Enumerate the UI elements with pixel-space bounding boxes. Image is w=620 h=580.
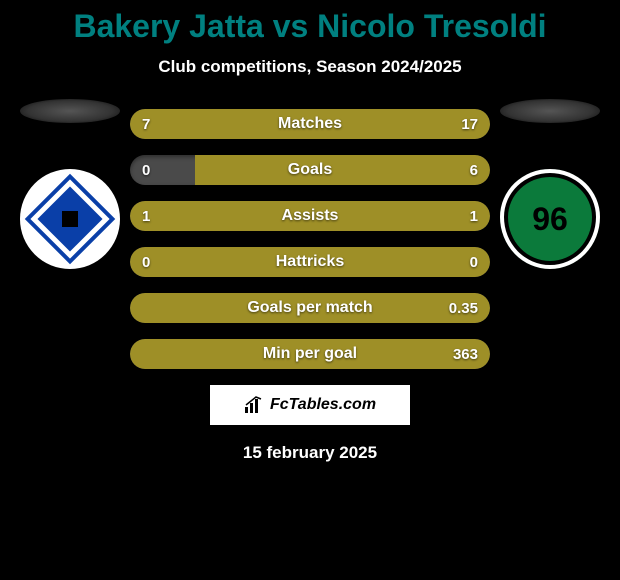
hsv-diamond (30, 179, 109, 258)
badge-shadow-left (20, 99, 120, 123)
attribution-inner: FcTables.com (244, 396, 376, 414)
h96-numeral: 96 (532, 201, 568, 238)
stat-row: 00Hattricks (130, 247, 490, 277)
title-text: Bakery Jatta vs Nicolo Tresoldi (73, 8, 546, 44)
stat-row: 363Min per goal (130, 339, 490, 369)
stat-label: Goals (130, 155, 490, 185)
hsv-dot (62, 211, 78, 227)
chart-icon (244, 396, 264, 414)
date-text: 15 february 2025 (243, 443, 377, 462)
stat-row: 06Goals (130, 155, 490, 185)
stat-label: Matches (130, 109, 490, 139)
h96-shield: 96 (500, 169, 600, 269)
badge-shadow-right (500, 99, 600, 123)
attribution-box: FcTables.com (210, 385, 410, 425)
subtitle-text: Club competitions, Season 2024/2025 (158, 57, 461, 76)
page-subtitle: Club competitions, Season 2024/2025 (0, 57, 620, 77)
stat-row: 11Assists (130, 201, 490, 231)
stat-row: 717Matches (130, 109, 490, 139)
right-club-badge: 96 (500, 169, 600, 269)
h96-badge-icon: 96 (500, 169, 600, 269)
stat-row: 0.35Goals per match (130, 293, 490, 323)
left-club-badge (20, 169, 120, 269)
comparison-area: 96 717Matches 06Goals 11Assists 00Hattricks… (0, 109, 620, 463)
stat-label: Hattricks (130, 247, 490, 277)
page-title: Bakery Jatta vs Nicolo Tresoldi (0, 0, 620, 45)
comparison-bars: 717Matches 06Goals 11Assists 00Hattricks 0.3… (130, 109, 490, 369)
stat-label: Min per goal (130, 339, 490, 369)
stat-label: Goals per match (130, 293, 490, 323)
attribution-text: FcTables.com (270, 396, 376, 414)
hsv-badge-icon (20, 169, 120, 269)
date-line: 15 february 2025 (0, 443, 620, 463)
stat-label: Assists (130, 201, 490, 231)
